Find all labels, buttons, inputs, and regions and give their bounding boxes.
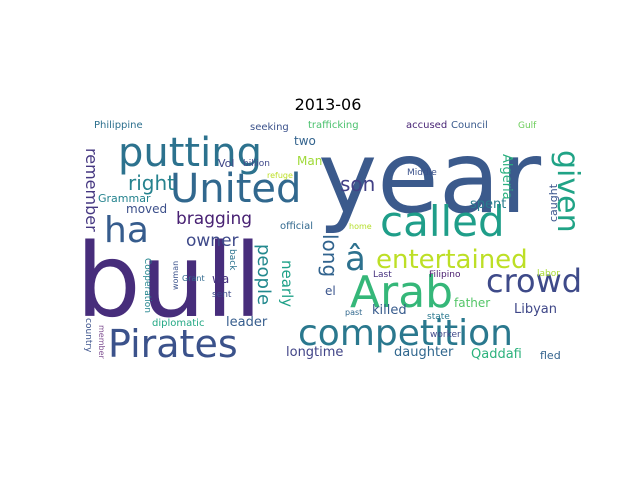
word-council: Council <box>451 120 488 131</box>
word-crowd: crowd <box>486 262 582 300</box>
word-state: state <box>427 312 450 322</box>
word-refuge: refuge <box>267 171 293 180</box>
word-competition: competition <box>298 313 513 354</box>
word-killed: killed <box>372 303 407 318</box>
figure-title: 2013-06 <box>295 95 362 114</box>
word-worker: worker <box>430 330 461 340</box>
word-daughter: daughter <box>394 345 454 360</box>
word-back: back <box>227 249 237 271</box>
word-wa: wa <box>212 272 229 286</box>
word-year: year <box>318 119 542 236</box>
word-billion: billion <box>243 159 270 169</box>
word-diplomatic: diplomatic <box>152 318 204 329</box>
word-owner: owner <box>186 231 239 251</box>
word-middle: Middle <box>407 168 437 178</box>
word-past: past <box>345 308 362 317</box>
word-entertained: entertained <box>376 245 528 275</box>
word-sent: sent <box>212 290 232 300</box>
word-man: Man <box>297 154 322 168</box>
word-united: United <box>170 166 301 212</box>
word-home: home <box>349 222 372 231</box>
word-algeria: Algeria <box>499 154 514 200</box>
word-woman: woman <box>171 261 180 290</box>
word-country: country <box>83 318 93 353</box>
word-grant: Grant <box>182 274 205 283</box>
word-caught: caught <box>547 183 560 222</box>
word-libyan: Libyan <box>514 302 557 317</box>
word-called: called <box>380 197 505 246</box>
word-two: two <box>294 134 316 148</box>
word-leader: leader <box>226 315 268 330</box>
word-: â <box>345 239 366 279</box>
word-spent: spent <box>470 197 506 212</box>
word-fled: fled <box>540 349 561 362</box>
word-labor: labor <box>537 269 560 279</box>
word-pirates: Pirates <box>108 322 238 366</box>
word-qaddafi: Qaddafi <box>471 347 522 362</box>
word-right: right <box>128 171 175 195</box>
word-moved: moved <box>126 202 167 216</box>
word-remember: remember <box>82 148 101 232</box>
word-member: member <box>97 325 106 360</box>
word-cooperation: Cooperation <box>142 258 152 313</box>
word-nearly: nearly <box>278 260 296 307</box>
word-ha: ha <box>104 210 149 251</box>
word-bull: bull <box>76 222 262 341</box>
word-accused: accused <box>406 120 447 131</box>
word-philippine: Philippine <box>94 120 143 131</box>
word-bragging: bragging <box>176 209 252 229</box>
word-given: given <box>550 150 585 233</box>
word-putting: putting <box>118 130 262 176</box>
word-grammar: Grammar <box>98 192 151 205</box>
word-official: official <box>280 221 313 232</box>
word-last: Last <box>373 270 392 280</box>
word-arab: Arab <box>350 267 453 318</box>
word-father: father <box>454 296 490 310</box>
word-filipino: Filipino <box>429 270 461 280</box>
word-son: son <box>340 172 375 196</box>
word-long: long <box>318 234 342 277</box>
word-people: people <box>253 244 274 305</box>
word-vol: Vol <box>218 157 234 170</box>
word-trafficking: trafficking <box>308 120 359 131</box>
word-seeking: seeking <box>250 122 289 133</box>
word-gulf: Gulf <box>518 121 537 131</box>
word-longtime: longtime <box>286 345 343 360</box>
word-el: el <box>325 284 336 298</box>
